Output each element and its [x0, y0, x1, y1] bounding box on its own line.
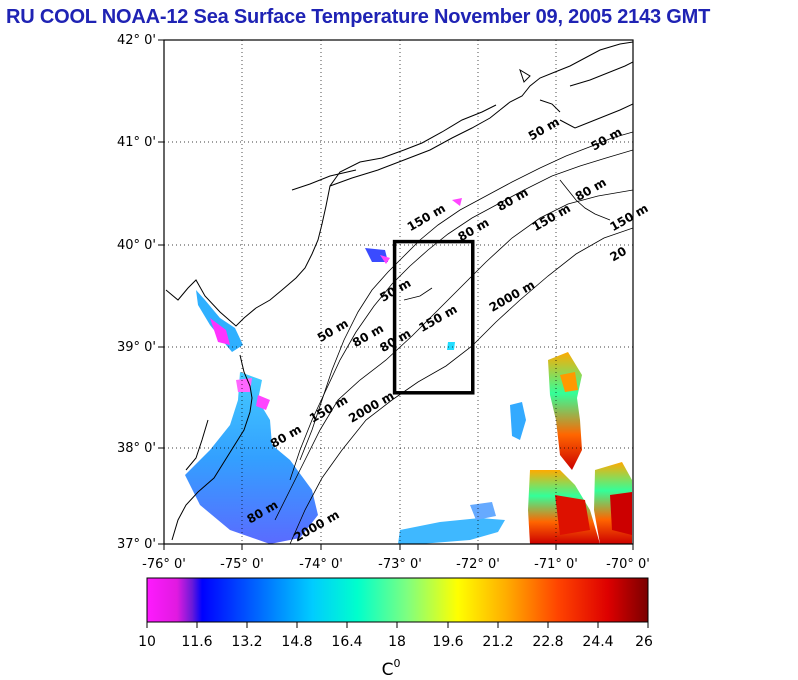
colorbar-label: 21.2: [482, 634, 513, 650]
contour-label: 150 m: [416, 302, 459, 335]
lon-label: -73° 0': [378, 557, 422, 572]
colorbar-label: 16.4: [331, 634, 362, 650]
lon-label: -71° 0': [534, 557, 578, 572]
colorbar-label: 24.4: [582, 634, 613, 650]
colorbar-unit: C0: [382, 657, 401, 680]
degree-superscript: 0: [393, 657, 400, 670]
lon-label: -76° 0': [142, 557, 186, 572]
colorbar-label: 22.8: [532, 634, 563, 650]
latitude-labels: 42° 0' 41° 0' 40° 0' 39° 0' 38° 0' 37° 0…: [117, 33, 156, 552]
lat-label: 40° 0': [117, 238, 156, 253]
sst-imagery: [185, 198, 632, 544]
contour-label: 80 m: [495, 185, 531, 214]
map-frame: [163, 39, 634, 545]
lat-label: 38° 0': [117, 441, 156, 456]
grid-lines: [164, 40, 633, 544]
map-title: RU COOL NOAA-12 Sea Surface Temperature …: [6, 6, 711, 28]
lat-label: 42° 0': [117, 33, 156, 48]
contour-label: 150 m: [307, 393, 350, 426]
colorbar-label: 13.2: [231, 634, 262, 650]
colorbar-gradient: [146, 577, 649, 623]
bathymetry-contours: [274, 131, 633, 544]
contour-label: 20: [608, 244, 629, 264]
contour-label: 2000 m: [346, 388, 396, 425]
contour-label: 150 m: [405, 201, 448, 234]
longitude-labels: -76° 0' -75° 0' -74° 0' -73° 0' -72° 0' …: [142, 557, 650, 572]
colorbar-label: 11.6: [181, 634, 212, 650]
coastline: [165, 41, 633, 541]
lon-label: -74° 0': [299, 557, 343, 572]
lat-label: 41° 0': [117, 135, 156, 150]
contour-label: 50 m: [588, 125, 624, 154]
colorbar: 10 11.6 13.2 14.8 16.4 18 19.6 21.2 22.8…: [138, 577, 653, 680]
lat-label: 37° 0': [117, 537, 156, 552]
colorbar-ticks: [146, 622, 649, 628]
contour-label: 80 m: [573, 175, 609, 204]
colorbar-label: 18: [388, 634, 406, 650]
lat-label: 39° 0': [117, 340, 156, 355]
lon-label: -72° 0': [456, 557, 500, 572]
colorbar-label: 14.8: [281, 634, 312, 650]
contour-label: 150 m: [530, 201, 573, 234]
contour-label: 50 m: [315, 316, 351, 345]
colorbar-label: 10: [138, 634, 156, 650]
contour-label: 80 m: [268, 422, 304, 451]
colorbar-label: 19.6: [432, 634, 463, 650]
tick-marks: [158, 39, 634, 550]
colorbar-label: 26: [635, 634, 653, 650]
lon-label: -70° 0': [606, 557, 650, 572]
lon-label: -75° 0': [220, 557, 264, 572]
contour-label: 50 m: [526, 115, 562, 144]
contour-label: 2000 m: [487, 278, 537, 315]
unit-letter: C: [382, 660, 394, 680]
study-area-box: [392, 239, 475, 395]
